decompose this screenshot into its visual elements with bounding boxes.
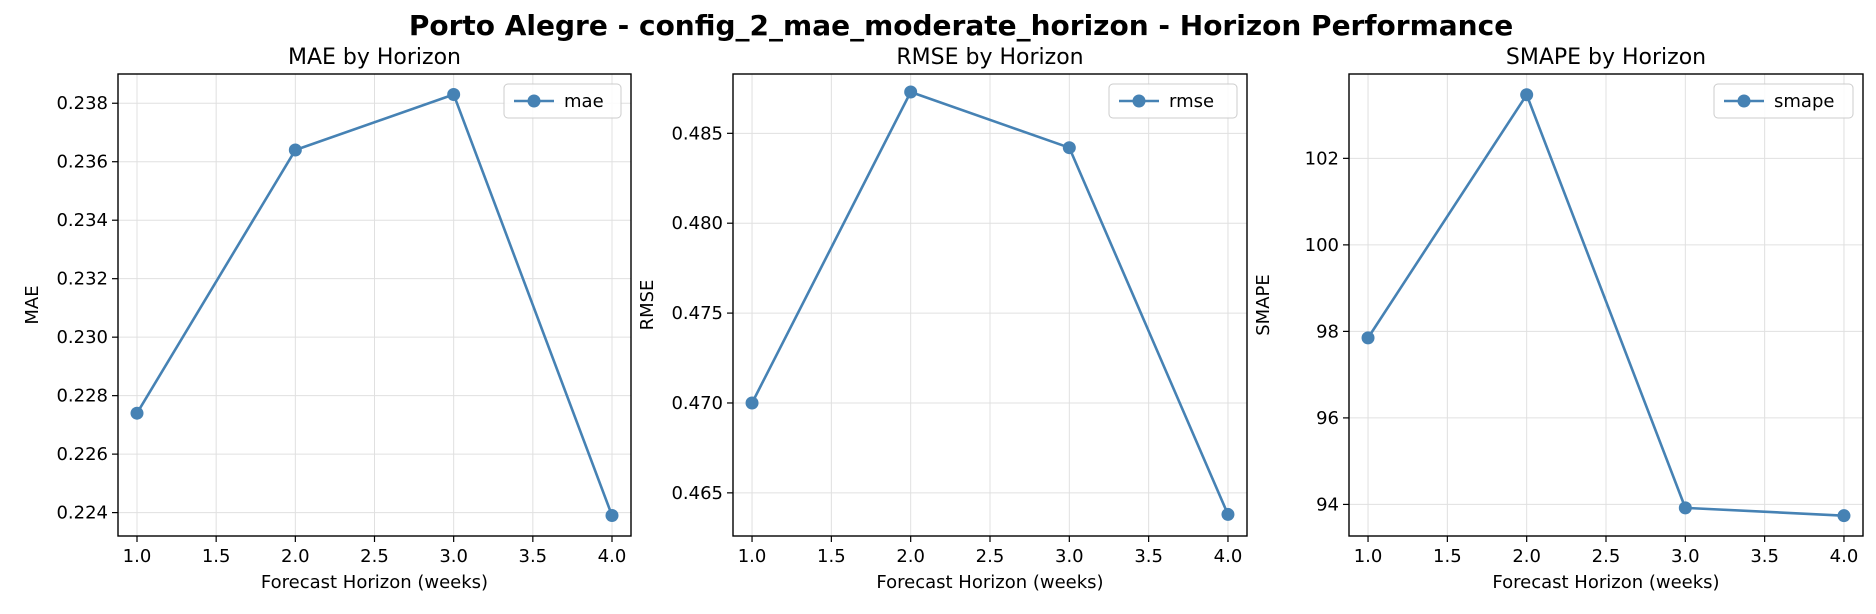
x-tick-label: 2.0 (281, 546, 310, 567)
y-tick-label: 98 (1316, 321, 1339, 342)
x-tick-label: 2.5 (1592, 546, 1621, 567)
x-tick-label: 1.5 (202, 546, 231, 567)
y-tick-label: 96 (1316, 408, 1339, 429)
legend-label: rmse (1169, 91, 1214, 112)
legend: smape (1713, 83, 1854, 119)
y-tick-label: 0.230 (56, 327, 108, 348)
x-tick-label: 3.0 (439, 546, 468, 567)
y-tick-label: 94 (1316, 494, 1339, 515)
data-point-rmse (1062, 141, 1076, 155)
subplot-title: MAE by Horizon (288, 45, 461, 70)
y-tick-label: 0.232 (56, 269, 108, 290)
subplot-3: 1.0 1.5 2.0 2.5 3.0 3.5 4.0 94 96 98 100 102 SMAPE b… (1253, 45, 1864, 593)
legend-marker (1132, 94, 1146, 108)
legend-marker (1737, 94, 1751, 108)
x-tick-label: 4.0 (1214, 546, 1243, 567)
y-axis-label: RMSE (637, 280, 658, 331)
y-tick-label: 0.475 (671, 303, 723, 324)
subplot-title: RMSE by Horizon (896, 45, 1083, 70)
data-point-rmse (745, 396, 759, 410)
legend: rmse (1108, 83, 1238, 119)
y-axis-label: MAE (22, 285, 43, 324)
series-line-smape (1366, 93, 1845, 517)
legend-box (1108, 83, 1238, 119)
x-tick-label: 2.0 (1512, 546, 1541, 567)
subplots: 1.0 1.5 2.0 2.5 3.0 3.5 4.0 0.224 0.226 0.228 0.23… (22, 45, 1864, 593)
axes-frame (1348, 73, 1864, 537)
data-point-smape (1520, 88, 1534, 102)
series-line-rmse (750, 90, 1230, 515)
legend: mae (503, 83, 622, 119)
y-tick-label: 102 (1305, 148, 1339, 169)
legend-marker (527, 94, 541, 108)
x-axis-label: Forecast Horizon (weeks) (261, 572, 488, 593)
y-tick-label: 0.238 (56, 93, 108, 114)
data-point-mae (447, 87, 461, 101)
data-point-smape (1361, 331, 1375, 345)
y-tick-label: 0.236 (56, 152, 108, 173)
legend-label: smape (1774, 91, 1834, 112)
x-tick-label: 2.5 (360, 546, 389, 567)
x-tick-label: 1.5 (1433, 546, 1462, 567)
figure-title: Porto Alegre - config_2_mae_moderate_hor… (409, 9, 1513, 42)
data-point-smape (1837, 509, 1851, 523)
x-axis-label: Forecast Horizon (weeks) (1492, 572, 1719, 593)
data-point-mae (288, 143, 302, 157)
y-tick-label: 0.224 (56, 503, 108, 524)
axes-frame (732, 73, 1248, 537)
data-point-rmse (904, 85, 918, 99)
x-tick-label: 1.0 (123, 546, 152, 567)
x-tick-label: 4.0 (1830, 546, 1859, 567)
x-tick-label: 3.0 (1671, 546, 1700, 567)
x-tick-label: 3.0 (1055, 546, 1084, 567)
data-point-smape (1678, 501, 1692, 515)
y-tick-label: 0.480 (671, 213, 723, 234)
subplot-1: 1.0 1.5 2.0 2.5 3.0 3.5 4.0 0.224 0.226 0.228 0.23… (22, 45, 632, 593)
legend-box (503, 83, 622, 119)
axes-frame (117, 73, 632, 537)
y-tick-label: 0.465 (671, 483, 723, 504)
x-tick-label: 1.0 (1354, 546, 1383, 567)
x-tick-label: 4.0 (598, 546, 627, 567)
y-tick-label: 0.226 (56, 444, 108, 465)
x-tick-label: 2.0 (896, 546, 925, 567)
legend-box (1713, 83, 1854, 119)
x-tick-label: 3.5 (1134, 546, 1163, 567)
legend-label: mae (564, 91, 604, 112)
x-tick-label: 1.5 (817, 546, 846, 567)
data-point-rmse (1221, 507, 1235, 521)
x-tick-label: 2.5 (976, 546, 1005, 567)
series-line-mae (135, 93, 614, 516)
y-tick-label: 0.228 (56, 386, 108, 407)
data-point-mae (605, 509, 619, 523)
x-tick-label: 3.5 (519, 546, 548, 567)
subplot-2: 1.0 1.5 2.0 2.5 3.0 3.5 4.0 0.465 0.470 0.475 0.48… (637, 45, 1248, 593)
subplot-title: SMAPE by Horizon (1506, 45, 1706, 70)
data-point-mae (130, 406, 144, 420)
y-axis-label: SMAPE (1253, 274, 1274, 336)
x-axis-label: Forecast Horizon (weeks) (876, 572, 1103, 593)
y-tick-label: 0.234 (56, 210, 108, 231)
y-tick-label: 0.485 (671, 123, 723, 144)
x-tick-label: 1.0 (738, 546, 767, 567)
y-tick-label: 100 (1305, 235, 1339, 256)
y-tick-label: 0.470 (671, 393, 723, 414)
x-tick-label: 3.5 (1750, 546, 1779, 567)
